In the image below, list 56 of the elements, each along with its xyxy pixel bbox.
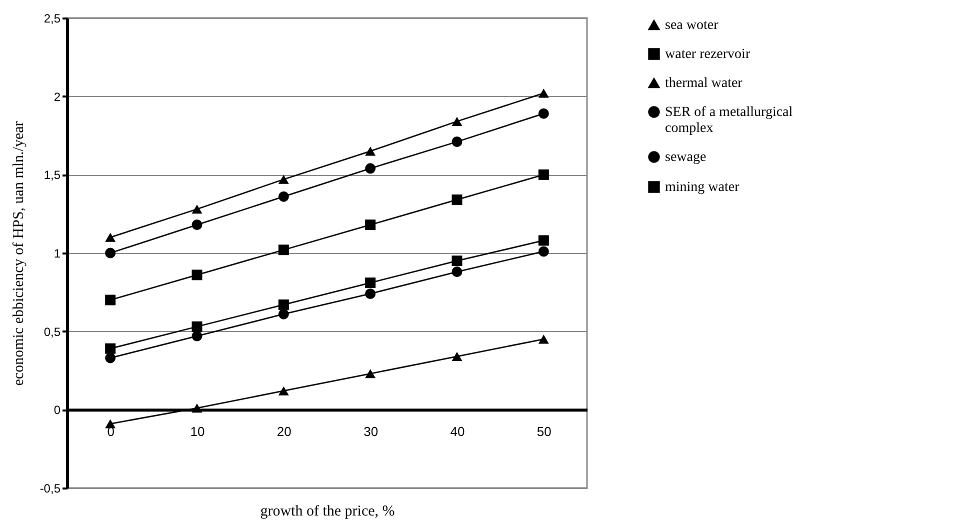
point [278,308,289,320]
y-tick-label: 0 [54,403,61,418]
x-axis-title: growth of the price, % [260,504,395,520]
legend-label: thermal water [665,76,743,91]
point [452,116,462,126]
point [538,334,549,344]
point [452,194,462,205]
point [365,278,376,288]
legend-label: water rezervoir [665,47,750,62]
x-tick-label: 30 [364,424,378,440]
legend-label: mining water [665,180,740,195]
point [538,108,549,119]
point [192,330,202,342]
y-tick-label: 0,5 [44,324,61,339]
point [452,256,462,266]
point [278,299,289,310]
y-tick-label: 1 [54,246,61,260]
point [538,169,549,180]
point [452,352,462,361]
point [192,270,202,280]
y-axis-title: economic ebbiciency of HPS, uan mln./year [10,121,27,386]
point [192,204,202,214]
legend-label: sea woter [665,18,719,33]
y-tick-label: 2 [54,90,61,104]
x-tick-label: 20 [276,424,292,440]
point [452,266,462,278]
y-tick-label: 2,5 [44,12,61,26]
point [538,88,549,98]
point [538,246,549,257]
point [365,369,376,378]
point [105,294,116,306]
x-tick-label: 50 [536,424,552,440]
legend-label: sewage [665,150,706,165]
point [105,419,116,428]
x-tick-label: 40 [450,424,465,440]
y-tick-label: 1,5 [44,168,61,182]
point [365,163,376,174]
point [105,352,116,364]
point [192,220,202,230]
y-tick-label: -0,5 [40,482,61,496]
point [365,146,376,156]
x-tick-label: 10 [190,424,205,440]
point [365,288,376,299]
point [365,220,376,230]
point [278,244,289,256]
point [538,235,549,246]
point [105,232,116,242]
point [105,248,116,258]
point [192,404,202,413]
point [278,386,289,396]
point [278,191,289,202]
point [192,321,202,332]
point [105,343,116,354]
point [452,136,462,147]
point [278,174,289,184]
legend-label: SER of a metallurgical complex [665,105,793,136]
